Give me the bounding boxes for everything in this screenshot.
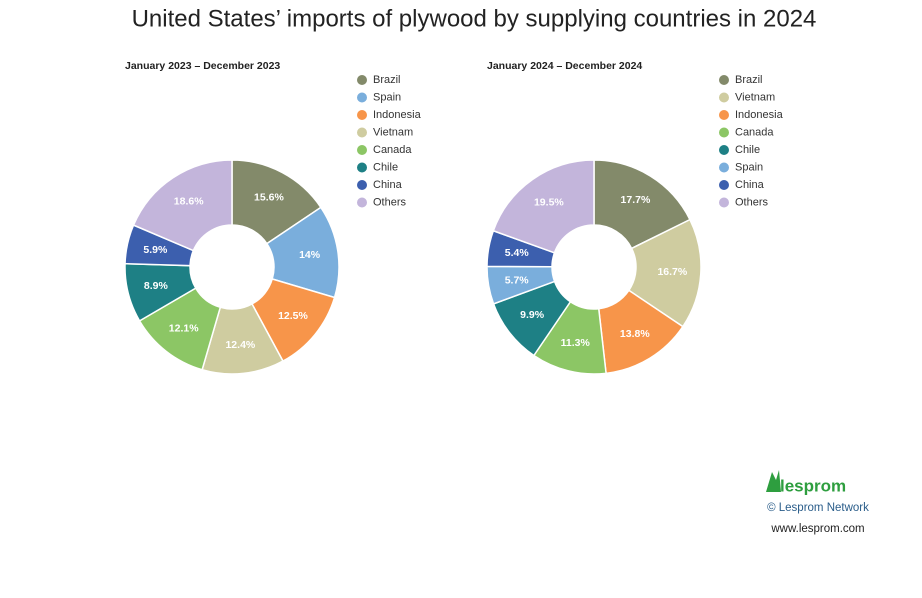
legend-marker [719, 162, 729, 173]
data-label: 18.6% [174, 195, 204, 207]
legend-label: Brazil [735, 74, 763, 86]
legend-marker [719, 180, 729, 190]
legend-label: Chile [735, 144, 760, 156]
data-label: 17.7% [621, 194, 651, 206]
legend-label: China [735, 179, 765, 191]
data-label: 14% [299, 249, 321, 261]
legend-label: Brazil [373, 74, 401, 86]
legend-label: Others [735, 196, 769, 208]
legend-label: Vietnam [735, 91, 775, 103]
legend-marker [357, 145, 367, 155]
legend-marker [357, 162, 367, 173]
legend-label: China [373, 179, 403, 191]
legend-marker [719, 197, 729, 208]
data-label: 12.1% [169, 323, 199, 335]
legend-marker [357, 197, 367, 208]
slice [492, 159, 595, 254]
legend-marker [719, 92, 729, 103]
data-label: 5.7% [505, 274, 530, 286]
legend-label: Chile [373, 161, 398, 173]
slice [627, 218, 702, 328]
data-label: 19.5% [534, 197, 564, 209]
slice [132, 159, 233, 252]
legend-marker [357, 110, 367, 120]
legend-label: Indonesia [735, 109, 784, 121]
legend-marker [719, 145, 729, 155]
legend-label: Vietnam [373, 126, 413, 138]
data-label: 13.8% [620, 328, 650, 340]
legend-marker [719, 127, 729, 138]
slice [231, 159, 322, 245]
legend-label: Spain [735, 161, 763, 173]
data-label: 15.6% [254, 192, 284, 204]
chart-subtitle: January 2023 – December 2023 [125, 60, 280, 72]
data-label: 8.9% [144, 280, 169, 292]
data-label: 12.4% [225, 339, 255, 351]
url: www.lesprom.com [770, 523, 864, 535]
data-label: 5.9% [143, 244, 168, 256]
legend-marker [357, 180, 367, 190]
logo-text: lesprom [780, 476, 846, 495]
legend-label: Canada [373, 144, 412, 156]
legend-marker [357, 75, 367, 85]
legend-label: Indonesia [373, 109, 422, 121]
slice [593, 159, 691, 250]
legend-marker [357, 127, 367, 138]
data-label: 11.3% [561, 337, 591, 349]
legend-marker [719, 75, 729, 85]
legend-marker [357, 92, 367, 103]
chart-subtitle: January 2024 – December 2024 [487, 60, 642, 72]
legend-label: Spain [373, 91, 401, 103]
legend-label: Others [373, 196, 407, 208]
logo: lesprom [766, 470, 846, 495]
data-label: 5.4% [505, 247, 530, 259]
data-label: 16.7% [657, 266, 687, 278]
copyright: © Lesprom Network [767, 502, 869, 514]
legend-label: Canada [735, 126, 774, 138]
logo-icon [766, 470, 781, 492]
data-label: 9.9% [520, 309, 545, 321]
legend-marker [719, 110, 729, 120]
main-title: United States’ imports of plywood by sup… [132, 5, 817, 32]
data-label: 12.5% [278, 310, 308, 322]
